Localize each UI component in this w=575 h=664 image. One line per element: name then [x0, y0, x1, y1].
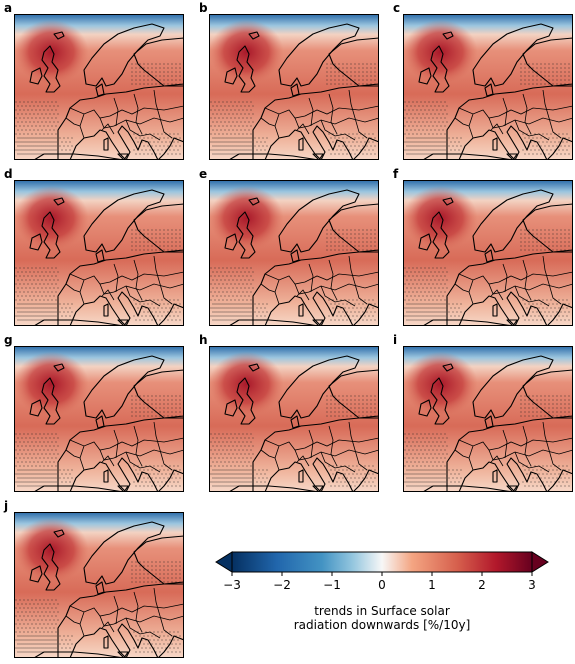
map-panel-d [14, 180, 184, 326]
country-borders [454, 255, 573, 307]
map-frame [209, 180, 379, 326]
map-frame [14, 512, 184, 658]
coastlines [29, 189, 184, 326]
coastlines [224, 189, 379, 326]
panel-label-c: c [393, 1, 401, 15]
europe-map [209, 180, 379, 326]
panel-label-j: j [4, 499, 9, 513]
colorbar-tick-label: 1 [428, 578, 436, 592]
europe-map [14, 14, 184, 160]
colorbar-tick-label: −3 [223, 578, 241, 592]
panel-label-b: b [199, 1, 208, 15]
significance-stippling [15, 229, 181, 321]
country-borders [260, 421, 379, 473]
map-panel-b [209, 14, 379, 160]
map-frame [403, 346, 573, 492]
colorbar-tick-label: −1 [323, 578, 341, 592]
significance-stippling [210, 395, 376, 487]
panel-label-e: e [199, 167, 208, 181]
panel-label-f: f [393, 167, 399, 181]
coastlines [418, 355, 573, 492]
coastlines [29, 355, 184, 492]
europe-map [403, 14, 573, 160]
significance-stippling [15, 561, 181, 653]
coastlines [418, 189, 573, 326]
europe-map [209, 346, 379, 492]
colorbar-tick-label: 3 [528, 578, 536, 592]
europe-map [14, 512, 184, 658]
map-frame [209, 14, 379, 160]
colorbar-tick-label: −2 [273, 578, 291, 592]
significance-stippling [210, 229, 376, 321]
map-panel-c [403, 14, 573, 160]
coastlines [418, 23, 573, 160]
country-borders [65, 421, 184, 473]
significance-stippling [404, 229, 570, 321]
map-panel-a [14, 14, 184, 160]
country-borders [260, 255, 379, 307]
panel-label-g: g [4, 333, 13, 347]
significance-stippling [404, 63, 570, 155]
panel-label-d: d [4, 167, 13, 181]
colorbar-extend-low [215, 551, 233, 573]
map-panel-j [14, 512, 184, 658]
country-borders [65, 255, 184, 307]
country-borders [454, 421, 573, 473]
map-panel-i [403, 346, 573, 492]
map-panel-f [403, 180, 573, 326]
colorbar-gradient [231, 551, 533, 573]
country-borders [260, 89, 379, 141]
panel-label-h: h [199, 333, 208, 347]
europe-map [403, 180, 573, 326]
panel-label-i: i [393, 333, 398, 347]
map-frame [14, 180, 184, 326]
map-panel-h [209, 346, 379, 492]
colorbar: −3 −2 −1 0 1 2 3 [215, 551, 549, 592]
europe-map [14, 180, 184, 326]
map-frame [14, 346, 184, 492]
coastlines [29, 521, 184, 658]
colorbar-title-line1: trends in Surface solar [314, 604, 450, 618]
map-frame [14, 14, 184, 160]
map-panel-g [14, 346, 184, 492]
coastlines [224, 355, 379, 492]
country-borders [65, 89, 184, 141]
panel-label-a: a [4, 1, 13, 15]
colorbar-tick-label: 0 [378, 578, 386, 592]
map-frame [403, 14, 573, 160]
map-frame [209, 346, 379, 492]
map-frame [403, 180, 573, 326]
significance-stippling [210, 63, 376, 155]
coastlines [29, 23, 184, 160]
country-borders [65, 587, 184, 639]
map-panel-e [209, 180, 379, 326]
europe-map [14, 346, 184, 492]
europe-map [403, 346, 573, 492]
colorbar-extend-high [531, 551, 549, 573]
colorbar-title-line2: radiation downwards [%/10y] [293, 618, 471, 632]
country-borders [454, 89, 573, 141]
significance-stippling [15, 395, 181, 487]
coastlines [224, 23, 379, 160]
europe-map [209, 14, 379, 160]
colorbar-tick-label: 2 [478, 578, 486, 592]
